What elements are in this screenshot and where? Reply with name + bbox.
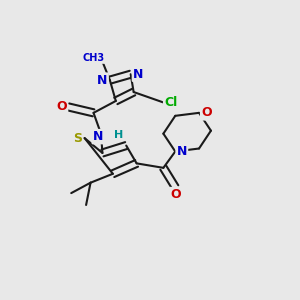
Text: N: N — [133, 68, 143, 81]
Text: O: O — [201, 106, 212, 119]
Text: H: H — [114, 130, 123, 140]
Text: O: O — [56, 100, 67, 113]
Text: O: O — [170, 188, 181, 201]
Text: CH3: CH3 — [82, 53, 105, 63]
Text: N: N — [93, 130, 103, 143]
Text: N: N — [177, 145, 187, 158]
Text: Cl: Cl — [164, 96, 177, 109]
Text: S: S — [73, 132, 82, 145]
Text: N: N — [97, 74, 108, 87]
